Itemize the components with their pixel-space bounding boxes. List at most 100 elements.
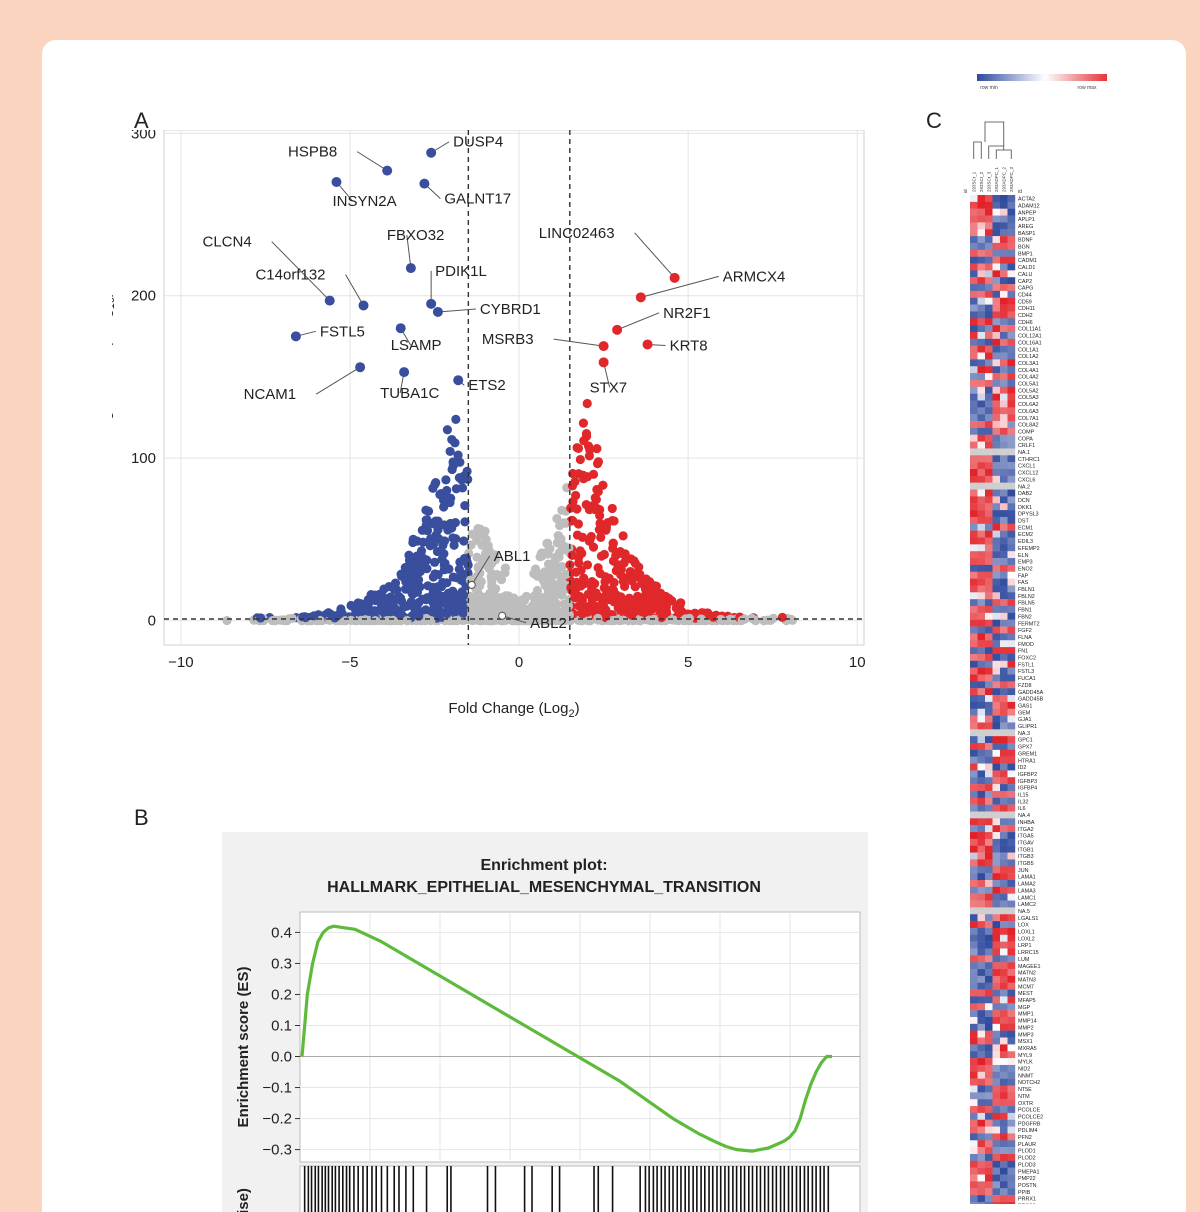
row-label: LAMA2 (1018, 882, 1036, 888)
y-tick-label: −0.1 (262, 1080, 292, 1097)
heatmap-cell (1007, 434, 1016, 442)
heatmap-cell (1007, 297, 1016, 305)
labeled-point-clcn4 (324, 295, 335, 306)
labeled-point-stx7 (598, 357, 609, 368)
heatmap-cell (1007, 256, 1016, 264)
heatmap-cell (970, 297, 978, 305)
row-label: PRSS2 (1018, 1204, 1036, 1205)
heatmap-cell (1000, 927, 1008, 935)
heatmap-cell (1007, 537, 1016, 545)
heatmap-cell (977, 907, 986, 915)
heatmap-cell (977, 777, 986, 785)
heatmap-cell (1000, 962, 1008, 970)
heatmap-cell (1000, 633, 1008, 641)
heatmap-cell (992, 201, 1001, 209)
heatmap-cell (977, 208, 986, 216)
heatmap-cell (970, 195, 978, 203)
heatmap-cell (977, 736, 986, 744)
row-label: DPYSL3 (1018, 512, 1039, 518)
heatmap-cell (985, 1092, 993, 1100)
heatmap-cell (1000, 866, 1008, 874)
heatmap-cell (985, 667, 993, 675)
heatmap-cell (977, 455, 986, 463)
labeled-point-ets2 (453, 375, 464, 386)
heatmap-cell (985, 674, 993, 682)
panel-label-a: A (134, 108, 149, 133)
heatmap-cell (992, 873, 1001, 881)
data-point (637, 578, 647, 589)
heatmap-cell (985, 1037, 993, 1045)
point-label: HSPB8 (288, 144, 337, 161)
heatmap-cell (992, 352, 1001, 360)
heatmap-cell (1000, 934, 1008, 942)
heatmap-cell (1007, 345, 1016, 353)
heatmap-cell (970, 462, 978, 470)
labeled-point-msrb3 (598, 341, 609, 352)
heatmap-cell (985, 571, 993, 579)
heatmap-cell (1007, 229, 1016, 237)
data-point (448, 572, 458, 582)
data-point (421, 595, 431, 605)
heatmap-cell (1007, 1064, 1016, 1072)
heatmap-cell (977, 969, 986, 977)
data-point (497, 593, 508, 603)
heatmap-cell (992, 1092, 1001, 1100)
heatmap-cell (977, 996, 986, 1004)
heatmap-cell (970, 969, 978, 977)
heatmap-cell (977, 352, 986, 360)
heatmap-cell (1000, 379, 1008, 387)
heatmap-cell (992, 681, 1001, 689)
heatmap-cell (1000, 893, 1008, 901)
heatmap-cell (970, 496, 978, 504)
column-dendrogram (973, 121, 1012, 159)
data-point (481, 534, 491, 545)
heatmap-cell (1000, 558, 1008, 566)
heatmap-cell (1007, 1106, 1016, 1114)
row-label: ITGAV (1018, 840, 1034, 846)
row-label: IGFBP4 (1018, 786, 1037, 792)
heatmap-cell (992, 325, 1001, 333)
heatmap-cell (992, 640, 1001, 648)
data-point (546, 596, 556, 606)
data-point (222, 615, 232, 626)
heatmap-cell (992, 756, 1001, 764)
labeled-point-abl2 (498, 611, 507, 620)
heatmap-cell (992, 1106, 1001, 1114)
heatmap-cell (1000, 585, 1008, 593)
heatmap-cell (1000, 386, 1008, 394)
heatmap-cell (1000, 222, 1008, 230)
data-point (440, 596, 450, 606)
x-tick-label: −10 (168, 654, 193, 671)
heatmap-cell (977, 1140, 986, 1148)
heatmap-cell (977, 708, 986, 716)
data-point (593, 602, 604, 612)
row-label: COL8A2 (1018, 423, 1039, 429)
data-point (586, 531, 596, 542)
data-point (601, 523, 612, 533)
heatmap-cell (1007, 811, 1016, 819)
heatmap-cell (977, 914, 986, 922)
heatmap-cell (970, 1085, 978, 1093)
heatmap-cell (992, 400, 1001, 408)
data-point (540, 580, 551, 590)
heatmap-cell (1007, 496, 1016, 504)
heatmap-cell (1007, 208, 1016, 216)
heatmap-cell (977, 1003, 986, 1011)
data-point (423, 581, 433, 591)
heatmap-cell (977, 763, 986, 771)
heatmap-cell (1000, 489, 1008, 497)
y-tick-label: 0.4 (271, 924, 292, 941)
heatmap-cell (985, 1181, 993, 1189)
data-point (388, 615, 398, 625)
heatmap-cell (1000, 612, 1008, 620)
heatmap-cell (985, 544, 993, 552)
y-tick-label: 200 (131, 288, 156, 305)
heatmap-cell (970, 332, 978, 340)
heatmap-cell (970, 249, 978, 257)
heatmap-cell (1007, 606, 1016, 614)
heatmap-cell (992, 1140, 1001, 1148)
heatmap-cell (1000, 1030, 1008, 1038)
heatmap-cell (1000, 551, 1008, 559)
heatmap-cell (1007, 975, 1016, 983)
heatmap-cell (977, 407, 986, 415)
